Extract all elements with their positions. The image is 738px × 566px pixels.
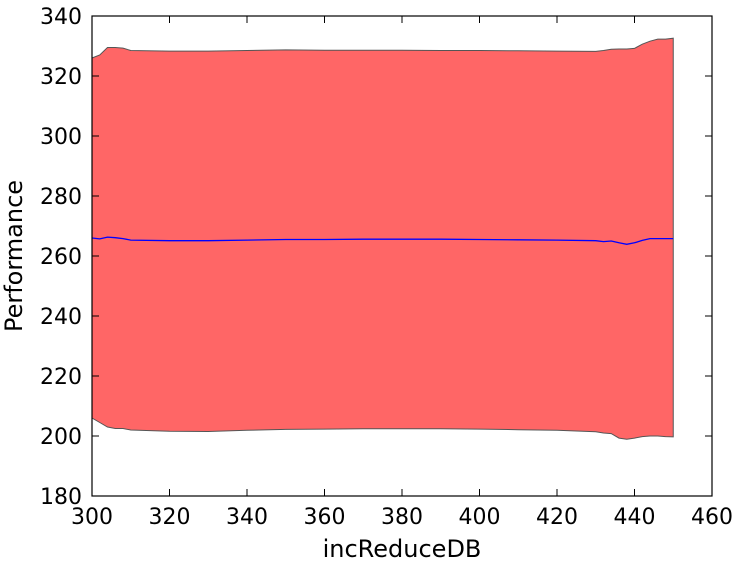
y-tick-label: 340 bbox=[40, 5, 82, 30]
x-tick-label: 440 bbox=[614, 505, 656, 530]
y-tick-label: 220 bbox=[40, 365, 82, 390]
x-tick-label: 340 bbox=[226, 505, 268, 530]
y-tick-label: 280 bbox=[40, 185, 82, 210]
plot-content bbox=[91, 37, 674, 440]
y-ticks: 180 200 220 240 260 280 300 320 340 bbox=[40, 5, 712, 510]
x-tick-label: 360 bbox=[304, 505, 346, 530]
y-tick-label: 200 bbox=[40, 425, 82, 450]
y-tick-label: 320 bbox=[40, 65, 82, 90]
x-tick-label: 300 bbox=[71, 505, 113, 530]
y-tick-label: 240 bbox=[40, 305, 82, 330]
y-tick-label: 300 bbox=[40, 125, 82, 150]
x-tick-label: 380 bbox=[381, 505, 423, 530]
x-ticks: 300 320 340 360 380 400 420 440 460 bbox=[71, 16, 733, 530]
y-axis-label: Performance bbox=[0, 180, 28, 332]
y-tick-label: 260 bbox=[40, 245, 82, 270]
mean-line bbox=[91, 236, 674, 245]
y-tick-label: 180 bbox=[40, 485, 82, 510]
x-tick-label: 400 bbox=[459, 505, 501, 530]
x-axis-label: incReduceDB bbox=[323, 535, 482, 563]
x-tick-label: 320 bbox=[149, 505, 191, 530]
x-tick-label: 460 bbox=[691, 505, 733, 530]
x-tick-label: 420 bbox=[536, 505, 578, 530]
